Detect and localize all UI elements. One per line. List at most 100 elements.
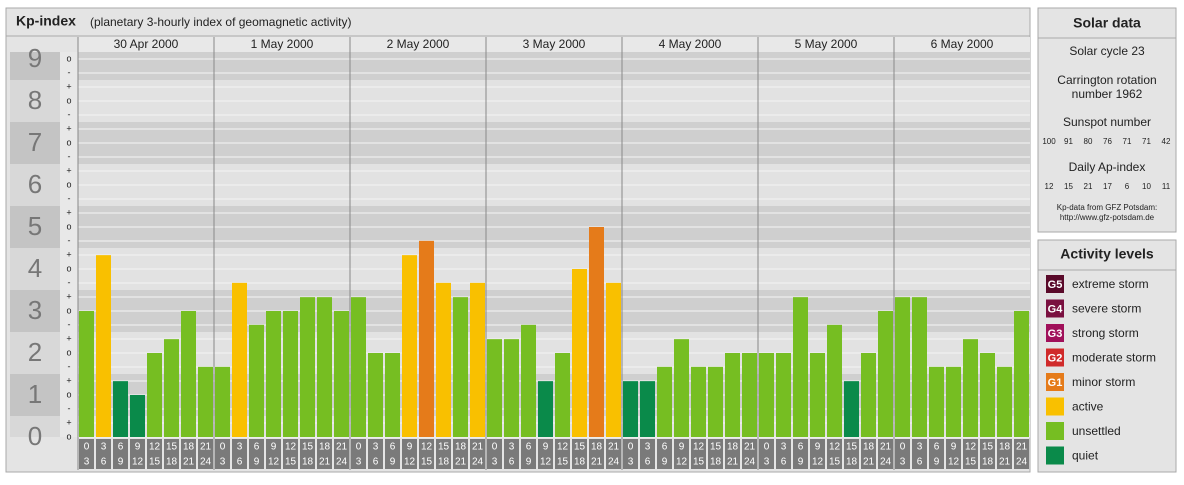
day-label: 5 May 2000 — [795, 37, 858, 51]
slot-label: 21 — [1016, 442, 1028, 453]
y-tick-label: 7 — [28, 127, 42, 157]
slot-bg — [861, 439, 876, 469]
minor-tick-label: o — [66, 305, 71, 315]
bar — [521, 324, 536, 437]
slot-label: 6 — [254, 442, 260, 453]
slot-label: 21 — [200, 442, 212, 453]
slot-label: 21 — [455, 457, 467, 468]
slot-label: 15 — [149, 457, 161, 468]
slot-bg — [623, 439, 638, 469]
bar — [861, 353, 876, 437]
slot-label: 18 — [319, 442, 331, 453]
slot-bg — [79, 439, 94, 469]
slot-bg — [606, 439, 621, 469]
slot-label: 3 — [356, 457, 362, 468]
bar — [436, 282, 451, 437]
label-band — [10, 52, 60, 80]
minor-tick-label: + — [66, 165, 71, 175]
minor-tick-label: o — [66, 95, 71, 105]
slot-label: 6 — [373, 457, 379, 468]
source: Kp-data from GFZ Potsdam: — [1057, 203, 1157, 212]
slot-label: 18 — [166, 457, 178, 468]
slot-label: 9 — [951, 442, 957, 453]
slot-label: 15 — [166, 442, 178, 453]
slot-label: 9 — [815, 442, 821, 453]
slot-label: 21 — [880, 442, 892, 453]
bar — [334, 311, 349, 437]
slot-label: 21 — [863, 457, 875, 468]
minor-col — [60, 52, 78, 437]
level-name: minor storm — [1072, 375, 1135, 389]
bar — [419, 240, 434, 437]
slot-bg — [878, 439, 893, 469]
slot-bg — [572, 439, 587, 469]
level-name: extreme storm — [1072, 277, 1149, 291]
slot-bg — [708, 439, 723, 469]
slot-label: 9 — [271, 442, 277, 453]
slot-label: 18 — [863, 442, 875, 453]
bar — [402, 255, 417, 437]
level-swatch — [1046, 397, 1064, 416]
slot-label: 0 — [628, 442, 634, 453]
label-band — [10, 416, 60, 437]
slot-label: 12 — [149, 442, 161, 453]
bar — [504, 339, 519, 437]
slot-label: 15 — [846, 442, 858, 453]
minor-tick-label: o — [66, 263, 71, 273]
bar — [895, 297, 910, 437]
bar — [317, 297, 332, 437]
slot-label: 24 — [336, 457, 348, 468]
minor-tick-label: + — [66, 123, 71, 133]
slot-label: 15 — [302, 442, 314, 453]
slot-bg — [249, 439, 264, 469]
slot-bg — [96, 439, 111, 469]
level-name: active — [1072, 400, 1104, 414]
minor-tick-label: - — [68, 403, 71, 413]
band — [78, 52, 1030, 80]
level-name: unsettled — [1072, 424, 1121, 438]
slot-bg — [113, 439, 128, 469]
bar — [963, 339, 978, 437]
sunspot-title: Sunspot number — [1063, 115, 1151, 129]
slot-bg — [147, 439, 162, 469]
slot-bg — [844, 439, 859, 469]
slot-bg — [912, 439, 927, 469]
slot-label: 15 — [438, 442, 450, 453]
slot-label: 15 — [285, 457, 297, 468]
slot-bg — [317, 439, 332, 469]
slot-label: 6 — [118, 442, 124, 453]
minor-tick-label: + — [66, 81, 71, 91]
bar — [385, 353, 400, 437]
slot-label: 18 — [183, 442, 195, 453]
level-swatch — [1046, 446, 1064, 465]
slot-label: 6 — [509, 457, 515, 468]
slot-label: 12 — [540, 457, 552, 468]
slot-label: 21 — [472, 442, 484, 453]
sunspot-value: 91 — [1064, 137, 1073, 146]
slot-bg — [538, 439, 553, 469]
bar — [538, 381, 553, 437]
slot-label: 3 — [220, 457, 226, 468]
bar — [640, 381, 655, 437]
minor-tick-label: + — [66, 417, 71, 427]
bar — [164, 339, 179, 437]
ap-title: Daily Ap-index — [1069, 160, 1146, 174]
slot-bg — [181, 439, 196, 469]
slot-label: 9 — [390, 457, 396, 468]
solar-panel — [1037, 7, 1177, 233]
bar — [487, 339, 502, 437]
bar — [691, 366, 706, 437]
slot-bg — [640, 439, 655, 469]
chart-subtitle: (planetary 3-hourly index of geomagnetic… — [90, 15, 351, 29]
bar — [844, 381, 859, 437]
slot-label: 12 — [268, 457, 280, 468]
slot-label: 21 — [608, 442, 620, 453]
carrington: number 1962 — [1072, 87, 1143, 101]
slot-label: 21 — [183, 457, 195, 468]
carrington: Carrington rotation — [1057, 73, 1156, 87]
slot-label: 18 — [591, 442, 603, 453]
y-tick-label: 5 — [28, 211, 42, 241]
level-name: quiet — [1072, 449, 1099, 463]
slot-bg — [368, 439, 383, 469]
slot-bg — [776, 439, 791, 469]
